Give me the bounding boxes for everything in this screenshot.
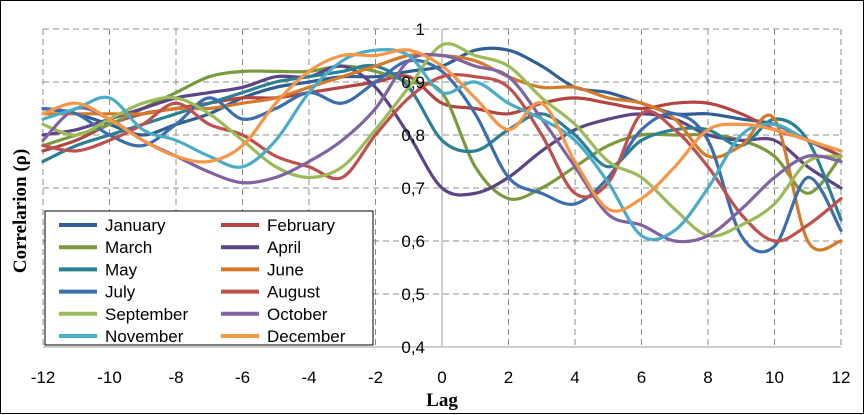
y-tick-label: 0,4: [401, 338, 425, 357]
series-line-may: [41, 63, 843, 222]
x-tick-label: -12: [31, 368, 56, 387]
legend-label-november: November: [105, 327, 184, 346]
y-tick-label: 0,9: [401, 73, 425, 92]
x-tick-label: -4: [301, 368, 316, 387]
legend-label-may: May: [105, 260, 138, 279]
legend: January February March April May June July Augu…: [44, 210, 374, 346]
x-tick-label: 10: [765, 368, 784, 387]
y-tick-label: 0,5: [401, 285, 425, 304]
legend-label-april: April: [267, 238, 301, 257]
x-tick-label: 0: [437, 368, 446, 387]
y-tick-label: 0,8: [401, 126, 425, 145]
legend-label-october: October: [267, 305, 328, 324]
x-tick-labels: -12 -10 -8 -6 -4 -2 0 2 4 6 8 10 12: [31, 368, 851, 387]
legend-box: [44, 210, 374, 346]
legend-label-june: June: [267, 260, 304, 279]
legend-label-december: December: [267, 327, 346, 346]
legend-label-january: January: [105, 216, 166, 235]
legend-label-february: February: [267, 216, 336, 235]
y-tick-label: 0,7: [401, 179, 425, 198]
series-line-august: [41, 73, 843, 243]
series-line-december: [41, 48, 843, 213]
x-tick-label: 12: [832, 368, 851, 387]
x-tick-label: -10: [97, 368, 122, 387]
x-tick-label: 4: [570, 368, 579, 387]
x-axis-title: Lag: [426, 390, 458, 411]
x-tick-label: -6: [235, 368, 250, 387]
y-tick-label: 1: [416, 20, 425, 39]
x-tick-label: 8: [703, 368, 712, 387]
y-axis-title: Correlarion (ρ): [10, 149, 31, 273]
y-tick-labels: 0,4 0,5 0,6 0,7 0,8 0,9 1: [401, 20, 425, 357]
legend-label-march: March: [105, 238, 152, 257]
legend-label-july: July: [105, 283, 136, 302]
y-tick-label: 0,6: [401, 232, 425, 251]
legend-label-august: August: [267, 283, 320, 302]
series-line-november: [41, 48, 843, 242]
x-tick-label: 6: [637, 368, 646, 387]
x-tick-label: 2: [504, 368, 513, 387]
series-layer: [41, 42, 843, 254]
x-tick-label: -2: [368, 368, 383, 387]
x-tick-label: -8: [168, 368, 183, 387]
grid: [42, 28, 842, 348]
legend-label-september: September: [105, 305, 188, 324]
